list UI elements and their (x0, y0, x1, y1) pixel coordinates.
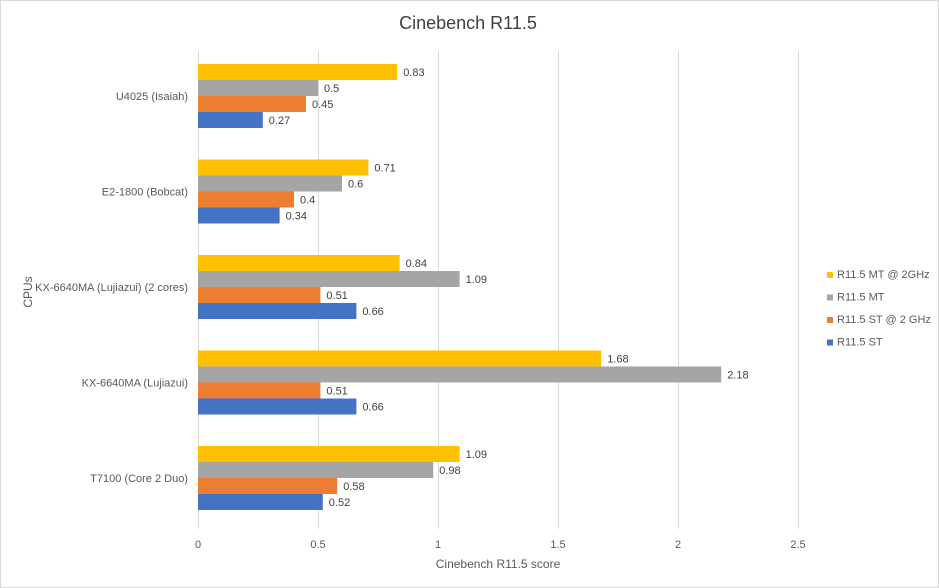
chart-title: Cinebench R11.5 (399, 13, 537, 33)
category-labels: U4025 (Isaiah) E2-1800 (Bobcat) KX-6640MA … (35, 91, 188, 485)
legend-label: R11.5 ST (837, 337, 883, 349)
data-label: 0.5 (324, 83, 339, 95)
bar (198, 191, 294, 208)
bar (198, 398, 357, 415)
legend-label: R11.5 MT (837, 292, 885, 304)
legend: R11.5 MT @ 2GHz R11.5 MT R11.5 ST @ 2 GHz R… (827, 269, 931, 349)
bar (198, 366, 722, 383)
data-label: 0.71 (374, 163, 395, 175)
data-label: 1.68 (607, 354, 628, 366)
data-label: 0.84 (406, 258, 427, 270)
data-label: 1.09 (466, 274, 487, 286)
x-tick-label: 2.5 (790, 539, 805, 551)
x-tick-label: 0.5 (310, 539, 325, 551)
legend-label: R11.5 MT @ 2GHz (837, 269, 930, 281)
data-label: 0.4 (300, 195, 315, 207)
x-tick-label: 2 (675, 539, 681, 551)
data-label: 0.27 (269, 115, 290, 127)
data-label: 0.51 (326, 290, 347, 302)
data-label: 0.45 (312, 99, 333, 111)
bar (198, 64, 398, 80)
legend-swatch (827, 317, 833, 323)
x-tick-label: 1 (435, 539, 441, 551)
bar (198, 175, 342, 192)
category-label: E2-1800 (Bobcat) (102, 187, 188, 199)
x-axis-title: Cinebench R11.5 score (436, 557, 561, 571)
bar (198, 287, 321, 303)
legend-swatch (827, 272, 833, 278)
bars (198, 64, 722, 510)
bar (198, 159, 369, 176)
bar (198, 112, 263, 128)
category-label: U4025 (Isaiah) (116, 91, 188, 103)
x-tick-label: 1.5 (550, 539, 565, 551)
category-label: KX-6640MA (Lujiazui) (2 cores) (35, 282, 188, 294)
category-label: T7100 (Core 2 Duo) (90, 473, 188, 485)
bar (198, 446, 460, 462)
bar (198, 80, 318, 96)
data-label: 0.66 (362, 402, 383, 414)
category-label: KX-6640MA (Lujiazui) (82, 378, 188, 390)
data-label: 0.66 (362, 306, 383, 318)
bar (198, 255, 400, 271)
data-labels: 0.83 0.5 0.45 0.27 0.71 0.6 0.4 0.34 0.84 1.09 0.5… (269, 67, 749, 509)
data-label: 0.51 (326, 386, 347, 398)
y-axis-title: CPUs (21, 276, 35, 307)
bar (198, 494, 323, 510)
bar (198, 303, 357, 319)
x-tick-labels: 0 0.5 1 1.5 2 2.5 (195, 539, 806, 551)
bar (198, 478, 338, 494)
data-label: 0.6 (348, 179, 363, 191)
bar (198, 350, 602, 367)
legend-swatch (827, 339, 833, 346)
data-label: 0.58 (343, 481, 364, 493)
bar (198, 96, 306, 112)
bar (198, 462, 434, 478)
bar (198, 271, 460, 287)
legend-swatch (827, 294, 833, 301)
data-label: 0.83 (403, 67, 424, 79)
data-label: 0.98 (439, 465, 460, 477)
data-label: 0.52 (329, 497, 350, 509)
legend-label: R11.5 ST @ 2 GHz (837, 314, 931, 326)
x-tick-label: 0 (195, 539, 201, 551)
bar (198, 382, 321, 399)
data-label: 0.34 (286, 211, 307, 223)
bar (198, 207, 280, 224)
data-label: 2.18 (727, 370, 748, 382)
data-label: 1.09 (466, 449, 487, 461)
